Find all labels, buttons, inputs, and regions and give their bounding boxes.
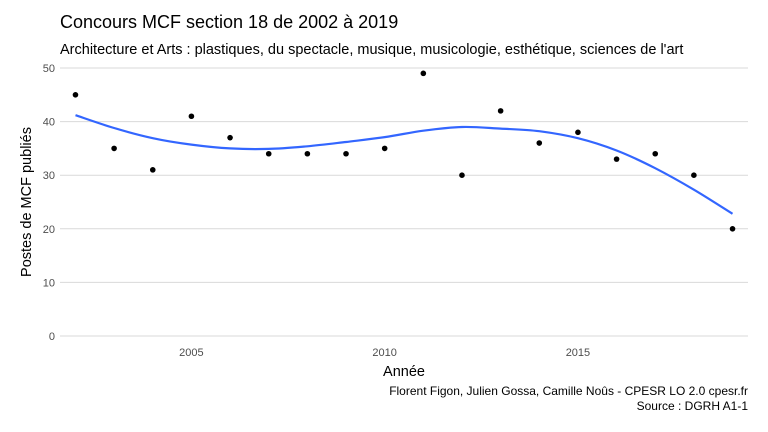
data-point — [227, 134, 233, 141]
data-point — [111, 145, 117, 152]
data-point — [420, 70, 427, 77]
data-point — [188, 113, 195, 120]
y-tick-label: 30 — [43, 170, 55, 182]
data-points — [72, 70, 736, 232]
x-axis-label: Année — [383, 364, 425, 380]
x-tick-label: 2010 — [372, 347, 396, 359]
y-tick-label: 10 — [43, 277, 55, 289]
data-point — [72, 92, 79, 98]
data-point — [729, 226, 736, 232]
grid-lines — [60, 67, 748, 337]
data-point — [149, 167, 156, 173]
data-point — [265, 150, 272, 157]
data-point — [304, 150, 311, 157]
data-point — [459, 172, 465, 178]
y-tick-label: 0 — [49, 331, 55, 343]
chart-title: Concours MCF section 18 de 2002 à 2019 — [60, 12, 399, 32]
data-point — [497, 108, 504, 114]
data-point — [575, 129, 581, 136]
y-tick-label: 50 — [43, 63, 55, 75]
chart-subtitle: Architecture et Arts : plastiques, du sp… — [60, 42, 684, 58]
data-point — [343, 150, 349, 157]
caption-credits: Florent Figon, Julien Gossa, Camille Noû… — [389, 384, 748, 398]
x-tick-label: 2015 — [566, 347, 590, 359]
data-point — [652, 150, 659, 157]
y-tick-labels: 0 10 20 30 40 50 — [43, 63, 55, 343]
x-tick-labels: 2005 2010 2015 — [179, 347, 590, 359]
data-point — [691, 172, 697, 178]
y-axis-label: Postes de MCF publiés — [19, 127, 35, 277]
data-point — [381, 145, 388, 152]
data-point — [536, 140, 543, 146]
data-point — [613, 156, 620, 162]
caption-source: Source : DGRH A1-1 — [636, 399, 748, 413]
y-tick-label: 20 — [43, 224, 55, 236]
x-tick-label: 2005 — [179, 347, 203, 359]
y-tick-label: 40 — [43, 117, 55, 129]
trend-line — [75, 114, 734, 215]
